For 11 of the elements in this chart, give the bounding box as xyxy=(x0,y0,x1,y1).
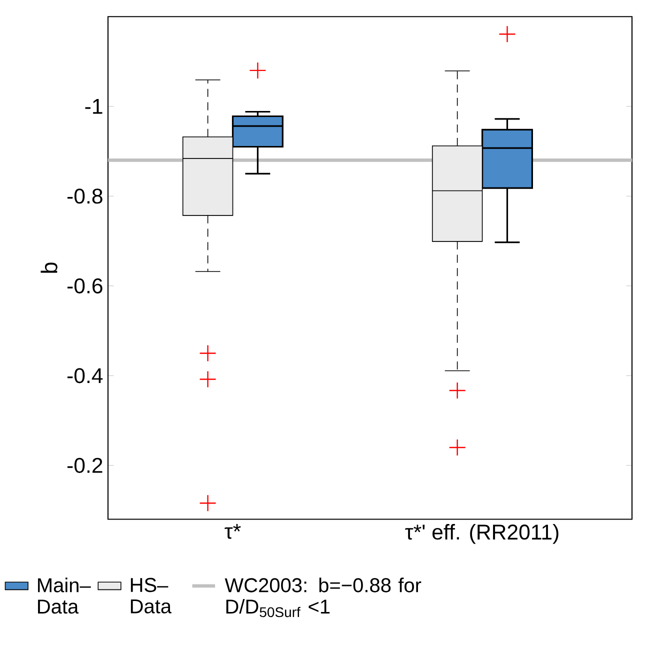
x-tick-label: τ*' eff. (RR2011) xyxy=(405,524,558,544)
x-tick-label: τ* xyxy=(224,524,241,539)
y-tick-label: -0.8 xyxy=(67,188,102,204)
y-tick-label: -0.2 xyxy=(67,458,102,473)
legend-label: HS–Data xyxy=(130,578,172,614)
y-tick-label: -1 xyxy=(85,99,102,114)
y-tick-label: -0.4 xyxy=(67,368,103,384)
y-tick-label: -0.6 xyxy=(67,278,102,294)
legend-label: WC2003: b=−0.88 for D/D$_{50Surf}$ <1 xyxy=(224,578,422,618)
legend-label: Main–Data xyxy=(38,578,91,614)
y-axis-title: b xyxy=(40,262,58,273)
